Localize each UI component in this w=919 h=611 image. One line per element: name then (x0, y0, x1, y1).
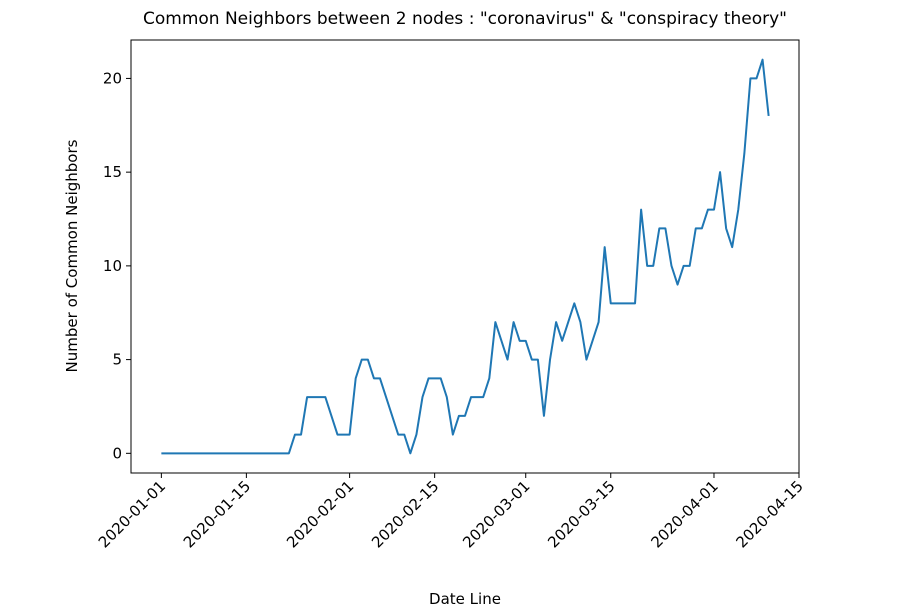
y-tick-label: 10 (103, 257, 122, 275)
x-tick-label: 2020-01-01 (95, 477, 169, 551)
y-tick-label: 5 (112, 351, 122, 369)
chart-title: Common Neighbors between 2 nodes : "coro… (143, 9, 787, 29)
y-tick-label: 0 (112, 444, 122, 462)
data-line (161, 58, 770, 455)
x-tick-label: 2020-03-01 (459, 477, 533, 551)
x-tick-label: 2020-04-01 (647, 477, 721, 551)
x-tick-label: 2020-03-15 (544, 477, 618, 551)
x-tick-label: 2020-04-15 (732, 477, 806, 551)
y-tick-label: 15 (103, 163, 122, 181)
x-tick-label: 2020-02-15 (368, 477, 442, 551)
plot-frame (130, 39, 800, 474)
y-axis-label: Number of Common Neighbors (63, 139, 81, 372)
x-tick-label: 2020-02-01 (283, 477, 357, 551)
x-tick-label: 2020-01-15 (180, 477, 254, 551)
x-axis-label: Date Line (429, 590, 501, 608)
y-tick-label: 20 (103, 69, 122, 87)
